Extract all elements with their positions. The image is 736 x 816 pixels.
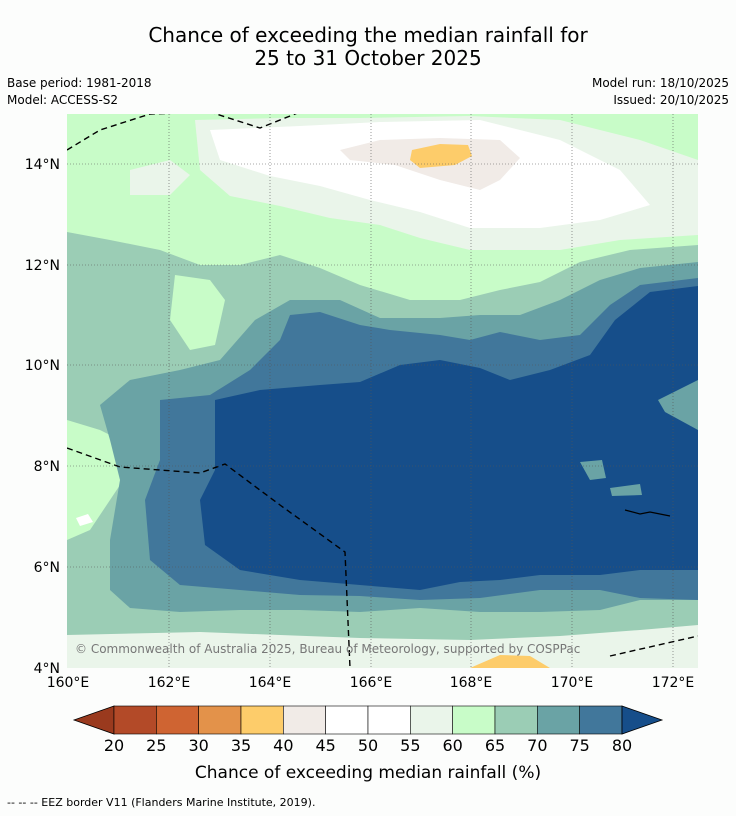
colorbar-swatch: [367, 705, 411, 735]
colorbar-swatch: [325, 705, 369, 735]
colorbar-tick-label: 55: [400, 736, 420, 755]
lon-label: 164°E: [249, 675, 292, 691]
colorbar-swatch: [283, 705, 326, 735]
lon-label: 160°E: [47, 675, 90, 691]
issued-date: Issued: 20/10/2025: [613, 93, 729, 107]
colorbar-swatch: [537, 705, 580, 735]
colorbar-over-arrow: [621, 705, 664, 735]
lat-label: 6°N: [34, 560, 60, 576]
lat-label: 8°N: [34, 459, 60, 475]
colorbar-swatch: [579, 705, 623, 735]
copyright-notice: © Commonwealth of Australia 2025, Bureau…: [75, 642, 580, 656]
colorbar-swatch: [156, 705, 199, 735]
model-run: Model run: 18/10/2025: [591, 76, 729, 90]
colorbar-tick-label: 60: [442, 736, 462, 755]
colorbar-swatch: [198, 705, 242, 735]
map-title-line2: 25 to 31 October 2025: [254, 46, 482, 70]
colorbar-under-arrow: [72, 705, 115, 735]
colorbar-tick-label: 40: [273, 736, 293, 755]
lat-label: 4°N: [34, 661, 60, 677]
colorbar-tick-label: 70: [527, 736, 547, 755]
lon-label: 168°E: [450, 675, 493, 691]
colorbar-tick-label: 50: [358, 736, 378, 755]
eez-legend: -- -- -- EEZ border V11 (Flanders Marine…: [7, 796, 316, 809]
colorbar-swatch: [410, 705, 453, 735]
colorbar-swatch: [113, 705, 157, 735]
lon-label: 166°E: [350, 675, 393, 691]
colorbar-swatch: [452, 705, 496, 735]
contour-fill: [67, 114, 698, 668]
latitude-labels: 14°N 12°N 10°N 8°N 6°N 4°N: [25, 157, 60, 677]
colorbar-tick-label: 35: [231, 736, 251, 755]
colorbar-tick-label: 25: [146, 736, 166, 755]
colorbar-tick-label: 65: [485, 736, 505, 755]
colorbar-tick-label: 20: [104, 736, 124, 755]
lon-label: 170°E: [551, 675, 594, 691]
colorbar-tick-label: 45: [315, 736, 335, 755]
colorbar-tick-label: 30: [188, 736, 208, 755]
colorbar-tick-label: 80: [612, 736, 632, 755]
longitude-labels: 160°E 162°E 164°E 166°E 168°E 170°E 172°…: [47, 675, 695, 691]
colorbar-label: Chance of exceeding median rainfall (%): [195, 763, 541, 783]
base-period: Base period: 1981-2018: [7, 76, 152, 90]
lat-label: 10°N: [25, 358, 60, 374]
lon-label: 162°E: [148, 675, 191, 691]
colorbar-swatch: [494, 705, 538, 735]
lat-label: 12°N: [25, 258, 60, 274]
colorbar-swatch: [240, 705, 284, 735]
colorbar: 20 25 30 35 40 45 50 55 60 65 70 75 80: [72, 705, 664, 755]
lon-label: 172°E: [652, 675, 695, 691]
lat-label: 14°N: [25, 157, 60, 173]
model-name: Model: ACCESS-S2: [7, 93, 119, 107]
colorbar-tick-label: 75: [569, 736, 589, 755]
map-title-line1: Chance of exceeding the median rainfall …: [148, 23, 588, 47]
